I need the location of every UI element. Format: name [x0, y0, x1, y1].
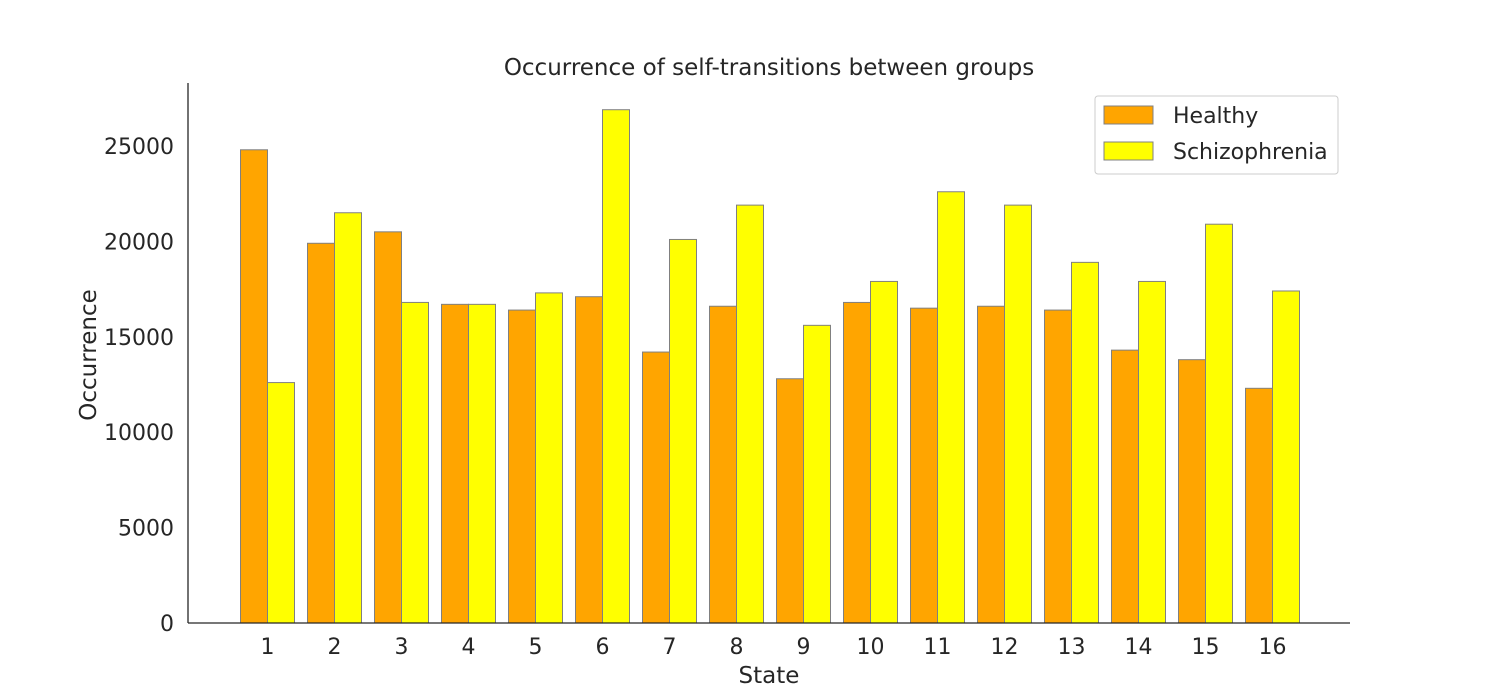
bar-healthy-state-9: [776, 378, 804, 624]
bar-schizophrenia-state-14: [1138, 280, 1166, 624]
y-axis-ticks: 0 5000 10000 15000 20000 25000: [104, 135, 174, 637]
bar-healthy-state-11: [910, 307, 938, 624]
x-axis-ticks: 1 2 3 4 5 6 7 8 9 10 11 12 13 14 15 16: [261, 635, 1287, 660]
x-tick-label: 9: [797, 635, 811, 660]
x-tick-label: 2: [328, 635, 342, 660]
bar-schizophrenia-state-7: [669, 238, 697, 624]
legend-label-healthy: Healthy: [1173, 104, 1258, 129]
y-tick-label: 10000: [104, 421, 174, 446]
bar-healthy-state-10: [843, 301, 871, 624]
x-tick-label: 10: [857, 635, 885, 660]
bar-healthy-state-8: [709, 305, 737, 624]
bar-healthy-state-12: [977, 305, 1005, 624]
x-tick-label: 7: [663, 635, 677, 660]
x-axis-label: State: [739, 663, 800, 689]
legend-swatch-healthy: [1103, 105, 1154, 125]
bar-schizophrenia-state-8: [736, 204, 764, 624]
bars-group: [240, 109, 1300, 624]
x-tick-label: 13: [1058, 635, 1086, 660]
x-tick-label: 16: [1259, 635, 1287, 660]
y-tick-label: 20000: [104, 230, 174, 255]
bar-healthy-state-13: [1044, 309, 1072, 624]
x-tick-label: 8: [730, 635, 744, 660]
y-axis-label: Occurrence: [76, 289, 102, 421]
bar-schizophrenia-state-1: [267, 382, 295, 624]
x-tick-label: 1: [261, 635, 275, 660]
bar-schizophrenia-state-4: [468, 303, 496, 624]
bar-healthy-state-7: [642, 351, 670, 624]
y-tick-label: 25000: [104, 135, 174, 160]
bar-schizophrenia-state-2: [334, 212, 362, 624]
bar-healthy-state-5: [508, 309, 536, 624]
bar-schizophrenia-state-11: [937, 191, 965, 624]
bar-healthy-state-16: [1245, 387, 1273, 624]
bar-schizophrenia-state-3: [401, 301, 429, 624]
legend-swatch-schizophrenia: [1103, 141, 1154, 161]
bar-schizophrenia-state-12: [1004, 204, 1032, 624]
bar-healthy-state-2: [307, 242, 335, 624]
x-tick-label: 12: [991, 635, 1019, 660]
bar-healthy-state-15: [1178, 359, 1206, 624]
bar-schizophrenia-state-15: [1205, 223, 1233, 624]
bar-healthy-state-1: [240, 149, 268, 624]
bar-healthy-state-14: [1111, 349, 1139, 624]
y-tick-label: 0: [160, 612, 174, 637]
x-tick-label: 4: [462, 635, 476, 660]
bar-healthy-state-4: [441, 303, 469, 624]
x-tick-label: 14: [1125, 635, 1153, 660]
bar-schizophrenia-state-9: [803, 324, 831, 624]
bar-schizophrenia-state-10: [870, 280, 898, 624]
legend: Healthy Schizophrenia: [1094, 95, 1339, 175]
x-tick-label: 3: [395, 635, 409, 660]
x-tick-label: 6: [596, 635, 610, 660]
legend-frame: [1094, 95, 1339, 175]
y-tick-label: 15000: [104, 326, 174, 351]
x-tick-label: 15: [1192, 635, 1220, 660]
bar-schizophrenia-state-16: [1272, 290, 1300, 624]
legend-label-schizophrenia: Schizophrenia: [1173, 140, 1328, 165]
x-tick-label: 5: [529, 635, 543, 660]
x-tick-label: 11: [924, 635, 952, 660]
chart-title: Occurrence of self-transitions between g…: [504, 55, 1034, 81]
bar-schizophrenia-state-6: [602, 109, 630, 624]
bar-healthy-state-3: [374, 231, 402, 624]
bar-schizophrenia-state-13: [1071, 261, 1099, 624]
y-tick-label: 5000: [118, 517, 174, 542]
bar-schizophrenia-state-5: [535, 292, 563, 624]
bar-healthy-state-6: [575, 296, 603, 624]
